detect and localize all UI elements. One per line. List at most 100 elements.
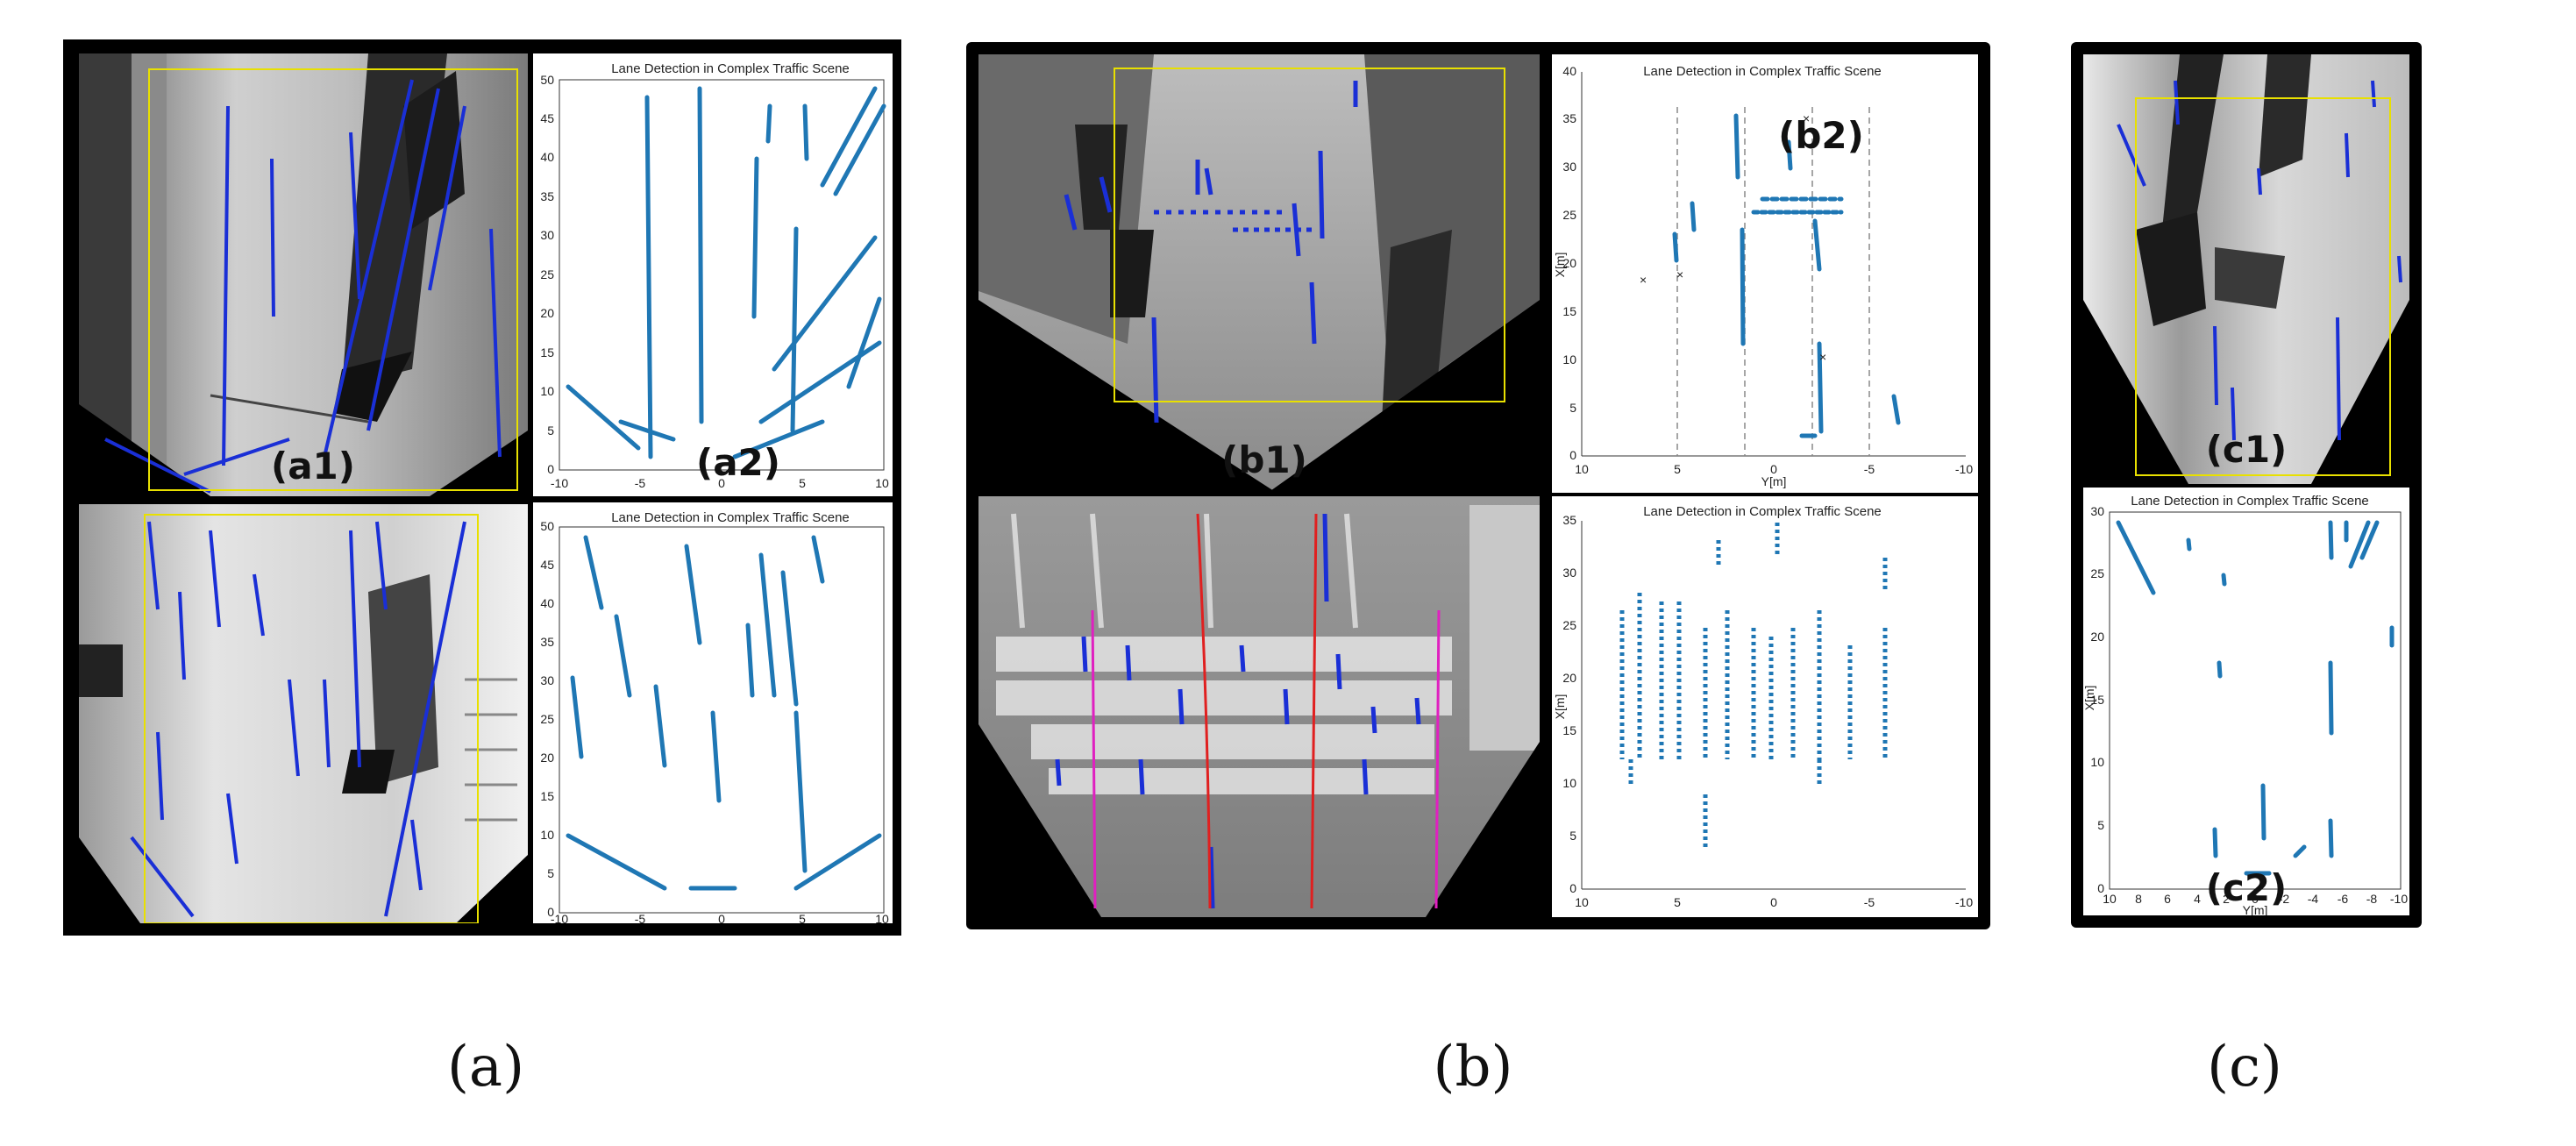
x-axis-label-c2: Y[m]: [2243, 903, 2268, 915]
svg-text:-8: -8: [2366, 892, 2378, 906]
svg-text:-4: -4: [2308, 892, 2319, 906]
y-axis-label-c2: X[m]: [2083, 686, 2096, 711]
svg-text:-5: -5: [635, 912, 646, 923]
x-tick-labels-c2: 10 8 6 4 2 0 -2 -4 -6 -8 -10: [2103, 892, 2408, 906]
chart-title-b2-top: Lane Detection in Complex Traffic Scene: [1643, 64, 1882, 79]
chart-c2: Lane Detection in Complex Traffic Scene …: [2083, 494, 2408, 915]
svg-text:×: ×: [1640, 273, 1647, 287]
x-tick-labels-b2-top: 10 5 0 -5 -10: [1575, 462, 1973, 476]
svg-text:0: 0: [547, 905, 554, 919]
svg-text:×: ×: [1676, 267, 1683, 281]
svg-text:50: 50: [540, 73, 554, 87]
y-tick-labels-c2: 0 5 10 15 20 25 30: [2090, 504, 2104, 895]
svg-text:20: 20: [2090, 630, 2104, 644]
x-tick-labels-a2-bottom: -10 -5 0 5 10: [551, 912, 889, 923]
svg-text:-10: -10: [551, 476, 568, 490]
svg-text:45: 45: [540, 111, 554, 125]
svg-text:15: 15: [1562, 304, 1576, 318]
svg-text:0: 0: [2097, 881, 2104, 895]
svg-text:30: 30: [1562, 160, 1576, 174]
svg-text:50: 50: [540, 519, 554, 533]
svg-text:5: 5: [799, 912, 806, 923]
svg-text:-5: -5: [635, 476, 646, 490]
birdseye-image-a1-bottom: [79, 504, 528, 923]
lane-points-b2-top: [1672, 113, 1901, 438]
x-tick-labels-b2-bottom: 10 5 0 -5 -10: [1575, 895, 1973, 909]
svg-text:15: 15: [540, 789, 554, 803]
svg-text:-10: -10: [551, 912, 568, 923]
svg-text:10: 10: [2103, 892, 2117, 906]
chart-title-a2-bottom: Lane Detection in Complex Traffic Scene: [611, 510, 850, 525]
svg-text:10: 10: [2090, 755, 2104, 769]
svg-text:10: 10: [1575, 462, 1589, 476]
svg-text:30: 30: [2090, 504, 2104, 518]
svg-text:5: 5: [547, 424, 554, 438]
chart-title-a2-top: Lane Detection in Complex Traffic Scene: [611, 61, 850, 76]
camera-view-b1-top: [978, 54, 1540, 493]
svg-text:0: 0: [2252, 892, 2259, 906]
plot-b2-bottom: Lane Detection in Complex Traffic Scene …: [1552, 496, 1978, 917]
lane-points-a2-top: [566, 86, 886, 459]
svg-text:-10: -10: [1955, 895, 1973, 909]
lane-points-a2-bottom: [566, 535, 882, 891]
svg-text:0: 0: [1569, 881, 1576, 895]
svg-text:25: 25: [540, 712, 554, 726]
svg-text:10: 10: [540, 828, 554, 842]
label-b1: (b1): [1221, 438, 1307, 481]
svg-text:35: 35: [1562, 111, 1576, 125]
svg-text:20: 20: [540, 306, 554, 320]
label-a1: (a1): [271, 445, 355, 488]
plot-c2: Lane Detection in Complex Traffic Scene …: [2083, 488, 2409, 915]
svg-text:8: 8: [2135, 892, 2142, 906]
svg-text:10: 10: [1575, 895, 1589, 909]
label-c2: (c2): [2205, 866, 2288, 909]
svg-text:10: 10: [1562, 352, 1576, 367]
svg-text:×: ×: [1819, 350, 1826, 364]
label-b2: (b2): [1778, 114, 1864, 157]
svg-text:10: 10: [875, 476, 889, 490]
svg-text:10: 10: [540, 384, 554, 398]
svg-text:15: 15: [540, 345, 554, 359]
birdseye-image-a1-top: [79, 53, 528, 496]
x-tick-labels-a2-top: -10 -5 0 5 10: [551, 476, 889, 490]
svg-text:25: 25: [540, 267, 554, 281]
x-axis-label-b2-top: Y[m]: [1761, 474, 1787, 488]
plot-b2-top: Lane Detection in Complex Traffic Scene …: [1552, 54, 1978, 493]
svg-text:30: 30: [1562, 566, 1576, 580]
figure-panel-c: (c1) Lane Detection in Complex Traffic S…: [2071, 42, 2422, 928]
markers-b2-top: × × × ×: [1640, 111, 1826, 364]
svg-text:0: 0: [1770, 895, 1777, 909]
svg-text:30: 30: [540, 228, 554, 242]
camera-view-b1-bottom: [978, 496, 1540, 917]
y-tick-labels-b2-top: 0 5 10 15 20 25 30 35 40: [1562, 64, 1576, 462]
svg-text:5: 5: [1569, 829, 1576, 843]
svg-text:35: 35: [540, 635, 554, 649]
svg-text:25: 25: [1562, 618, 1576, 632]
y-tick-labels-b2-bottom: 0 5 10 15 20 25 30 35: [1562, 513, 1576, 895]
svg-text:40: 40: [1562, 64, 1576, 78]
figure-panel-b: (b1): [966, 42, 1990, 929]
chart-title-c2: Lane Detection in Complex Traffic Scene: [2131, 494, 2369, 509]
svg-text:4: 4: [2194, 892, 2201, 906]
svg-text:0: 0: [1770, 462, 1777, 476]
lane-points-b2-bottom: [1619, 523, 1888, 847]
birdseye-image-c1: [2083, 54, 2409, 484]
svg-text:5: 5: [1569, 401, 1576, 415]
plot-a2-bottom: Lane Detection in Complex Traffic Scene …: [533, 502, 893, 923]
camera-view-a1-bottom: [79, 504, 528, 923]
svg-text:10: 10: [1562, 776, 1576, 790]
svg-text:30: 30: [540, 673, 554, 687]
y-tick-labels-a2-bottom: 0 5 10 15 20 25 30 35 40 45 50: [540, 519, 554, 919]
camera-view-a1-top: [79, 53, 528, 496]
svg-text:35: 35: [1562, 513, 1576, 527]
svg-text:20: 20: [1562, 256, 1576, 270]
svg-text:25: 25: [2090, 566, 2104, 580]
lane-boundaries-b2-top: [1676, 107, 1870, 456]
svg-text:-5: -5: [1864, 895, 1875, 909]
svg-text:5: 5: [1674, 462, 1681, 476]
svg-text:25: 25: [1562, 208, 1576, 222]
svg-text:5: 5: [799, 476, 806, 490]
svg-text:10: 10: [875, 912, 889, 923]
plot-a2-top: Lane Detection in Complex Traffic Scene …: [533, 53, 893, 496]
svg-text:2: 2: [2223, 892, 2230, 906]
